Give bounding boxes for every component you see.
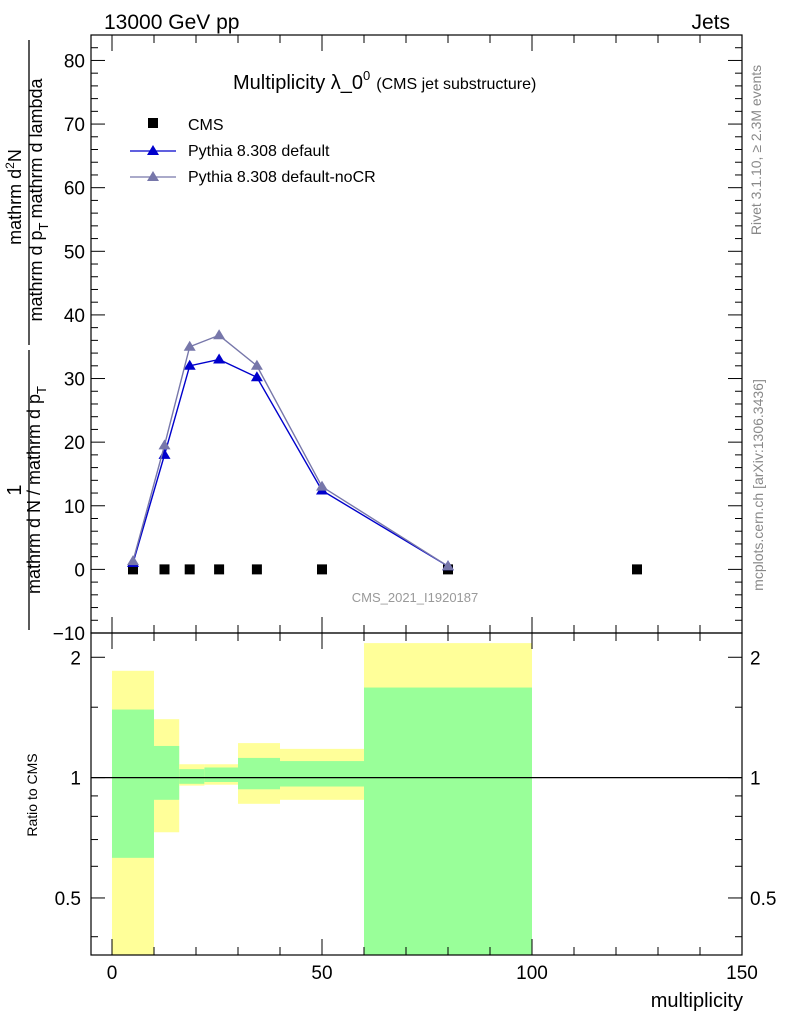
series-point <box>250 371 263 382</box>
ratio-plot-frame <box>90 632 743 956</box>
analysis-watermark: CMS_2021_I1920187 <box>352 590 479 605</box>
legend-nocr-marker <box>147 171 159 181</box>
stat-uncertainty-band <box>280 761 364 787</box>
jets-label: Jets <box>691 11 730 34</box>
legend-default-label: Pythia 8.308 default <box>188 143 330 160</box>
ratio-tick-label: 2 <box>70 648 81 669</box>
series-point <box>183 340 196 351</box>
ratio-tick-label-right: 2 <box>750 648 761 669</box>
stat-uncertainty-band <box>179 769 205 784</box>
data-point <box>632 564 642 575</box>
energy-label: 13000 GeV pp <box>104 11 239 34</box>
main-y-axis-label: 1 mathrm d N / mathrm d pT mathrm d2N ma… <box>3 40 51 630</box>
series-point <box>127 555 139 566</box>
y-tick-label: 30 <box>64 370 85 391</box>
series-point <box>183 359 196 370</box>
y-tick-label: 0 <box>74 560 85 581</box>
x-tick-label: 50 <box>311 963 332 984</box>
ratio-y-axis-label: Ratio to CMS <box>24 753 40 836</box>
x-axis-label: multiplicity <box>651 990 743 1012</box>
stat-uncertainty-band <box>364 687 532 955</box>
series-point <box>213 329 226 340</box>
x-ticks: 0 50 100 150 <box>107 35 758 984</box>
stat-uncertainty-band <box>204 767 238 783</box>
rivet-label: Rivet 3.1.10, ≥ 2.3M events <box>748 65 764 235</box>
ratio-y-ticks: 0.5 0.5 1 1 2 2 <box>55 648 776 938</box>
x-tick-label: 100 <box>516 963 548 984</box>
series-line <box>132 358 449 567</box>
stat-uncertainty-band <box>112 709 154 858</box>
stat-uncertainty-band <box>238 757 280 790</box>
ratio-tick-label: 0.5 <box>55 889 81 910</box>
series-point <box>442 560 454 571</box>
series-line <box>132 334 449 567</box>
series-point <box>316 480 328 491</box>
y-tick-label: 40 <box>64 306 85 327</box>
data-point <box>251 564 262 575</box>
stat-uncertainty-band <box>154 745 180 800</box>
data-point <box>317 564 327 575</box>
x-tick-label: 0 <box>107 963 118 984</box>
y-tick-label: 50 <box>64 242 85 263</box>
data-point <box>184 564 195 575</box>
y-tick-label: −10 <box>53 624 85 645</box>
y-label-numerator: mathrm d2N <box>3 149 25 245</box>
mcplots-label: mcplots.cern.ch [arXiv:1306.3436] <box>750 379 766 591</box>
plot-title: Multiplicity λ_00(CMS jet substructure) <box>233 68 536 94</box>
y-label-denominator-2: mathrm d pTmathrm d lambda <box>26 77 51 321</box>
y-label-denominator: mathrm d N / mathrm d pT <box>24 386 49 594</box>
data-point <box>159 564 170 575</box>
y-tick-label: 70 <box>64 115 85 136</box>
legend-default-marker <box>147 145 159 155</box>
data-point <box>128 564 138 575</box>
y-label-prefix: 1 <box>4 484 26 495</box>
data-series <box>127 329 642 575</box>
series-point <box>250 359 263 370</box>
series-point <box>158 439 171 450</box>
y-tick-label: 80 <box>64 51 85 72</box>
x-tick-label: 150 <box>726 963 758 984</box>
ratio-bands <box>112 643 532 955</box>
ratio-tick-label-right: 1 <box>750 769 761 790</box>
main-y-ticks: −10 0 10 20 30 40 50 60 70 80 <box>53 34 742 645</box>
legend-cms-marker <box>148 118 158 128</box>
y-tick-label: 10 <box>64 497 85 518</box>
legend: CMS Pythia 8.308 default Pythia 8.308 de… <box>130 117 376 186</box>
series-point <box>213 353 226 364</box>
ratio-tick-label: 1 <box>70 769 81 790</box>
data-point <box>214 564 225 575</box>
legend-cms-label: CMS <box>188 117 224 134</box>
y-tick-label: 20 <box>64 433 85 454</box>
y-tick-label: 60 <box>64 179 85 200</box>
ratio-tick-label-right: 0.5 <box>750 889 776 910</box>
legend-nocr-label: Pythia 8.308 default-noCR <box>188 169 376 186</box>
series-point <box>158 448 171 459</box>
